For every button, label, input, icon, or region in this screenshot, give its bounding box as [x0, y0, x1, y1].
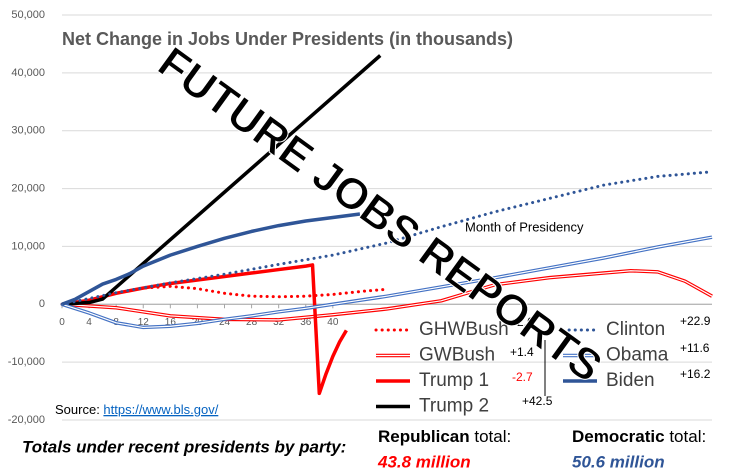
legend-note: -2.7	[512, 370, 533, 384]
legend-note: +42.5	[522, 394, 553, 408]
legend: GHWBush +2.6 GWBush +1.4 Trump 1 -2.7 Trump 2 +…	[374, 314, 711, 417]
legend-note: +16.2	[680, 367, 711, 381]
x-tick-label: 36	[300, 317, 312, 328]
legend-label: Obama	[606, 345, 669, 366]
overlay-text: FUTURE JOBS REPORTS	[149, 38, 611, 392]
legend-label: GHWBush	[419, 319, 509, 340]
democratic-heading: Democratic total:	[572, 427, 706, 446]
y-tick-label: 30,000	[11, 125, 45, 137]
series-line	[60, 170, 714, 306]
legend-note: +22.9	[680, 314, 711, 328]
y-tick-label: 50,000	[11, 9, 45, 21]
legend-label: Clinton	[606, 319, 665, 340]
legend-note: +1.4	[510, 345, 534, 359]
republican-label: Republican	[378, 427, 470, 446]
legend-note: +2.6	[510, 315, 534, 329]
republican-total: 43.8 million	[377, 452, 471, 471]
x-tick-label: 0	[59, 317, 65, 328]
source-prefix: Source:	[55, 402, 103, 417]
legend-label: Trump 2	[419, 396, 489, 417]
legend-label: Biden	[606, 370, 655, 391]
republican-heading: Republican total:	[378, 427, 511, 446]
x-tick-label: 24	[219, 317, 231, 328]
x-tick-label: 12	[138, 317, 150, 328]
x-tick-label: 4	[86, 317, 92, 328]
y-tick-label: 40,000	[11, 67, 45, 79]
y-tick-label: 20,000	[11, 182, 45, 194]
x-tick-label: 16	[165, 317, 177, 328]
chart-title: Net Change in Jobs Under Presidents (in …	[62, 29, 513, 49]
series-line	[61, 263, 348, 396]
source-link[interactable]: https://www.bls.gov/	[103, 402, 218, 417]
legend-label: GWBush	[419, 345, 495, 366]
y-tick-label: 0	[39, 298, 45, 310]
series-line-inner	[61, 236, 713, 329]
democratic-total: 50.6 million	[572, 452, 665, 471]
x-axis-label: Month of Presidency	[465, 219, 584, 234]
y-tick-label: -10,000	[8, 356, 45, 368]
republican-suffix: total:	[470, 427, 512, 446]
source: Source: https://www.bls.gov/	[55, 402, 219, 417]
legend-label: Trump 1	[419, 370, 489, 391]
x-tick-label: 32	[273, 317, 285, 328]
series-line	[61, 54, 382, 307]
series-line	[61, 212, 361, 306]
x-tick-label: 28	[246, 317, 258, 328]
y-tick-label: 10,000	[11, 240, 45, 252]
series-line-inner	[61, 270, 713, 321]
totals-caption: Totals under recent presidents by party:	[22, 437, 346, 456]
x-tick-label: 40	[327, 317, 339, 328]
democratic-label: Democratic	[572, 427, 665, 446]
legend-note: +11.6	[680, 341, 710, 355]
democratic-suffix: total:	[665, 427, 707, 446]
y-tick-label: -20,000	[8, 414, 45, 426]
lines	[60, 54, 714, 396]
